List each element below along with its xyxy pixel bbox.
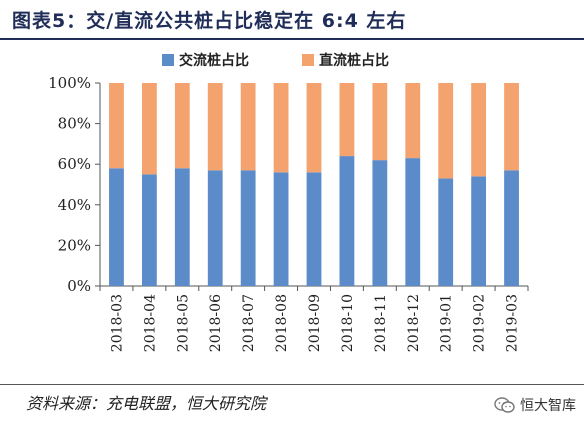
x-tick-label: 2018-03 [109,294,125,352]
bar-ac-2018-04 [142,174,157,286]
bar-dc-2018-07 [241,83,256,170]
x-tick-label: 2019-01 [439,294,455,352]
bar-ac-2019-01 [438,178,453,286]
legend-swatch-1 [162,54,174,66]
wechat-icon [494,396,516,414]
bar-dc-2018-08 [274,83,289,172]
bar-ac-2018-10 [340,156,355,286]
legend-label-2: 直流桩占比 [319,52,389,69]
bar-dc-2018-12 [405,83,420,158]
bar-dc-2018-09 [307,83,322,172]
x-tick-label: 2018-05 [175,294,191,352]
bar-dc-2018-04 [142,83,157,174]
bar-dc-2019-02 [471,83,486,176]
x-tick-label: 2018-12 [406,294,422,352]
bar-ac-2018-11 [372,160,387,286]
y-tick-label: 100% [48,74,91,92]
x-tick-label: 2018-11 [373,294,389,352]
y-tick-label: 60% [58,155,91,173]
y-tick-label: 0% [67,277,91,295]
bar-dc-2018-05 [175,83,190,168]
x-tick-label: 2019-03 [505,294,521,352]
x-tick-label: 2019-02 [472,294,488,352]
x-tick-label: 2018-07 [241,294,257,352]
y-tick-label: 80% [58,115,91,133]
bar-ac-2018-07 [241,170,256,286]
bar-dc-2018-03 [109,83,124,168]
y-tick-label: 40% [58,196,91,214]
bar-ac-2018-06 [208,170,223,286]
bar-ac-2018-08 [274,172,289,286]
legend-swatch-2 [302,54,314,66]
legend-label-1: 交流桩占比 [179,52,249,69]
stacked-bar-chart: 交流桩占比 直流桩占比 0% 20% 40% 60% 80% 100% 2018-03 2018-… [0,40,584,380]
bar-ac-2018-03 [109,168,124,286]
bar-dc-2019-01 [438,83,453,178]
x-tick-label: 2018-04 [142,294,158,352]
x-tick-label: 2018-08 [274,294,290,352]
x-tick-label: 2018-06 [208,294,224,352]
x-tick-label: 2018-10 [340,294,356,352]
bar-dc-2018-06 [208,83,223,170]
bar-ac-2019-03 [504,170,519,286]
bar-dc-2018-11 [372,83,387,160]
bar-ac-2018-09 [307,172,322,286]
source-note: 资料来源：充电联盟，恒大研究院 [26,390,266,414]
x-tick-label: 2018-09 [307,294,323,352]
bar-ac-2019-02 [471,176,486,286]
bar-ac-2018-05 [175,168,190,286]
figure-title: 图表5：交/直流公共桩占比稳定在 6:4 左右 [0,0,584,38]
watermark: 恒大智库 [494,395,576,415]
bar-dc-2019-03 [504,83,519,170]
bar-ac-2018-12 [405,158,420,286]
bar-dc-2018-10 [340,83,355,156]
source-divider [0,384,584,385]
y-tick-label: 20% [58,236,91,254]
watermark-label: 恒大智库 [520,395,576,415]
